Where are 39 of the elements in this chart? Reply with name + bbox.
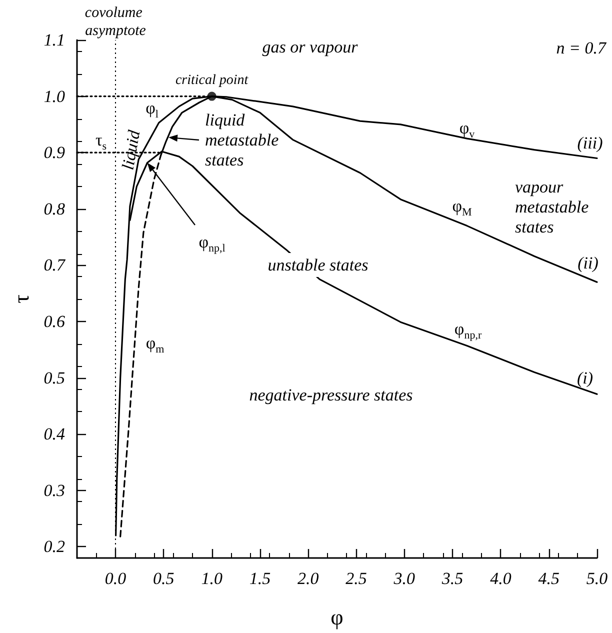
y-tick-label: 0.5 xyxy=(44,368,65,388)
annotation: (i) xyxy=(576,368,594,388)
ref-line-label: covolume asymptote xyxy=(84,5,146,39)
annotation: (ii) xyxy=(578,254,599,272)
annotation: liquid metastable states xyxy=(205,110,283,170)
text: l xyxy=(155,108,158,120)
x-tick-label: 0.5 xyxy=(153,569,174,588)
annotation: (iii) xyxy=(577,134,604,152)
annotation: n = 0.7 xyxy=(556,38,608,58)
annotation: negative-pressure states xyxy=(249,386,414,404)
x-tick-label: 4.5 xyxy=(538,569,560,588)
y-tick-label: 1.1 xyxy=(44,30,65,50)
x-tick-label: 0.0 xyxy=(104,569,127,588)
x-tick-label: 3.0 xyxy=(392,569,416,588)
y-tick-label: 0.4 xyxy=(44,424,66,444)
x-tick-label: 2.0 xyxy=(297,569,320,588)
annotation: critical point xyxy=(175,72,250,88)
x-axis-title: φ xyxy=(146,98,156,118)
x-tick-label: 4.0 xyxy=(490,569,512,588)
text: φ xyxy=(330,604,344,630)
annotation: liquid xyxy=(118,128,144,172)
y-tick-label: 0.6 xyxy=(44,312,66,332)
y-tick-label: 0.8 xyxy=(44,199,66,218)
annotation: unstable states xyxy=(268,256,369,274)
x-tick-label: 3.5 xyxy=(440,569,464,588)
annotation: vapour metastable states xyxy=(515,178,593,236)
annotation: gas or vapour xyxy=(262,38,358,56)
y-tick-label: 0.2 xyxy=(44,537,66,556)
y-tick-label: 0.7 xyxy=(44,256,66,275)
y-axis-title: τ xyxy=(95,130,102,150)
text: s xyxy=(102,140,107,152)
x-tick-label: 2.5 xyxy=(346,569,367,588)
y-tick-label: 0.9 xyxy=(44,143,66,162)
x-tick-label: 5.0 xyxy=(586,569,608,588)
x-tick-label: 1.0 xyxy=(201,569,223,588)
text: τ xyxy=(8,294,34,304)
y-tick-label: 0.3 xyxy=(44,480,65,500)
x-tick-label: 1.5 xyxy=(249,569,271,588)
y-tick-label: 1.0 xyxy=(44,86,66,106)
